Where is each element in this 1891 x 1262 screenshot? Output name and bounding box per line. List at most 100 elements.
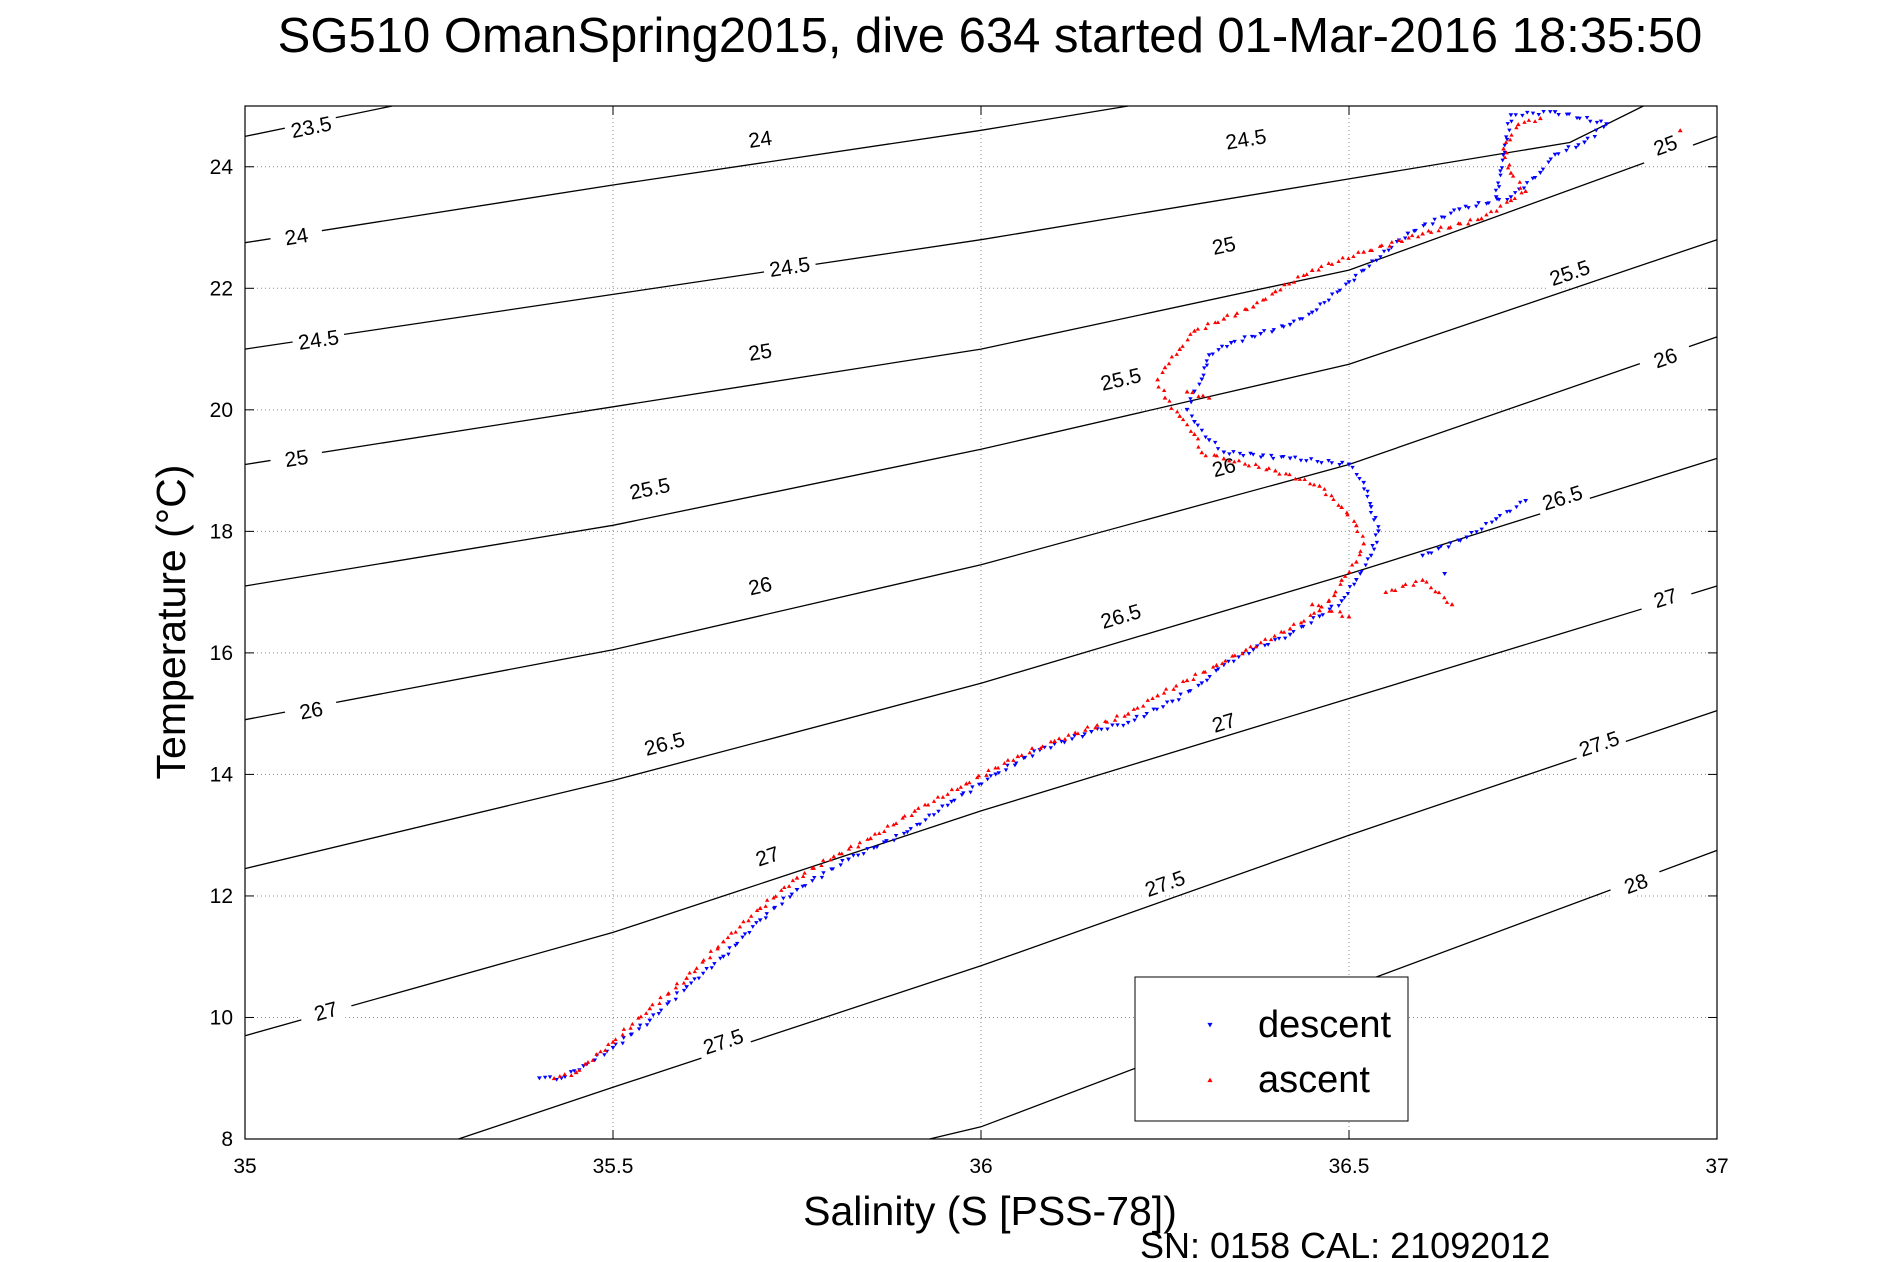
descent-point	[740, 935, 745, 940]
descent-point	[1368, 553, 1374, 558]
ascent-point	[1509, 132, 1514, 137]
descent-point	[1438, 544, 1444, 549]
descent-point	[1507, 128, 1512, 133]
descent-point	[779, 902, 785, 907]
ascent-point	[1400, 584, 1405, 588]
ascent-point	[800, 874, 806, 879]
ascent-point	[1234, 311, 1240, 315]
descent-point	[727, 946, 732, 951]
descent-point	[1287, 632, 1293, 637]
ascent-point	[1188, 332, 1193, 336]
ascent-point	[1514, 125, 1519, 130]
ascent-point	[1317, 483, 1322, 488]
ascent-point	[986, 768, 991, 772]
descent-point	[931, 813, 937, 817]
descent-point	[1203, 435, 1208, 440]
ascent-point	[1508, 198, 1514, 203]
isopycnal-label: 26	[746, 573, 774, 601]
descent-point	[926, 813, 932, 818]
ascent-point	[1263, 637, 1268, 641]
descent-point	[1532, 175, 1538, 180]
ascent-point	[1339, 504, 1345, 509]
descent-point	[620, 1041, 625, 1046]
ascent-point	[1062, 736, 1068, 741]
ascent-point	[610, 1039, 616, 1044]
ascent-point	[1075, 731, 1081, 736]
descent-point	[1497, 514, 1503, 518]
ascent-point	[857, 840, 863, 845]
ascent-point	[794, 875, 800, 880]
y-tick-labels: 8 10 12 14 16 18 20 22 24	[210, 156, 234, 1151]
descent-point	[1192, 420, 1197, 425]
ascent-point	[1295, 274, 1301, 279]
isopycnal-line	[244, 135, 1718, 466]
ascent-point	[1215, 320, 1221, 325]
ascent-point	[909, 813, 914, 817]
descent-point	[1365, 494, 1370, 499]
descent-point	[1252, 335, 1257, 339]
ascent-point	[658, 995, 663, 1000]
descent-point	[940, 804, 945, 809]
isopycnal-label-bg	[1607, 862, 1665, 904]
descent-point	[1370, 544, 1375, 548]
ascent-point	[1355, 529, 1360, 533]
descent-point	[1329, 604, 1334, 609]
descent-point	[1204, 359, 1209, 364]
ascent-point	[1264, 467, 1269, 472]
descent-point	[1258, 331, 1264, 337]
ascent-point	[721, 939, 726, 944]
descent-point	[789, 892, 795, 897]
descent-point	[1352, 278, 1357, 283]
ascent-point	[1351, 254, 1356, 258]
descent-point	[1226, 659, 1231, 664]
descent-point	[1537, 170, 1543, 176]
ascent-point	[673, 985, 679, 990]
y-tick-label: 14	[210, 763, 234, 786]
ascent-point	[1203, 326, 1208, 330]
y-tick-label: 12	[210, 885, 233, 908]
descent-point	[1343, 282, 1349, 287]
ascent-point	[1339, 577, 1345, 582]
descent-point	[1347, 585, 1353, 589]
ascent-point	[1420, 577, 1425, 582]
descent-point	[1261, 329, 1267, 333]
descent-point	[1505, 122, 1510, 126]
descent-point	[1300, 317, 1305, 322]
descent-point	[692, 977, 697, 982]
ascent-point	[733, 929, 738, 934]
descent-point	[1371, 518, 1377, 523]
descent-point	[923, 818, 928, 823]
ascent-point	[1357, 552, 1362, 557]
y-tick-label: 10	[210, 1006, 233, 1029]
ascent-point	[1184, 389, 1190, 394]
descent-point	[1457, 207, 1462, 212]
ascent-point	[638, 1014, 644, 1019]
descent-point	[1359, 569, 1364, 574]
descent-point	[592, 1058, 598, 1063]
descent-point	[1335, 290, 1340, 295]
isopycnal-line	[244, 585, 1718, 1037]
descent-point	[1354, 473, 1359, 477]
descent-point	[936, 809, 941, 814]
descent-point	[1121, 723, 1126, 728]
ascent-point	[1488, 209, 1494, 214]
descent-point	[1340, 460, 1345, 465]
ascent-point	[1177, 413, 1183, 418]
ascent-point	[893, 821, 899, 826]
ascent-point	[1507, 137, 1513, 142]
descent-point	[1351, 582, 1357, 587]
descent-point	[1346, 280, 1352, 285]
descent-point	[1151, 707, 1156, 712]
descent-point	[1317, 302, 1323, 307]
descent-point	[1199, 428, 1205, 433]
descent-point	[1430, 222, 1435, 227]
ascent-point	[1206, 395, 1212, 400]
descent-point	[1518, 500, 1523, 505]
ascent-point	[1383, 589, 1389, 595]
ascent-point	[1232, 653, 1238, 658]
descent-point	[1463, 204, 1468, 209]
descent-point	[644, 1023, 650, 1027]
ascent-point	[681, 980, 687, 985]
ascent-point	[1302, 477, 1307, 481]
grid-lines	[245, 106, 1717, 1139]
